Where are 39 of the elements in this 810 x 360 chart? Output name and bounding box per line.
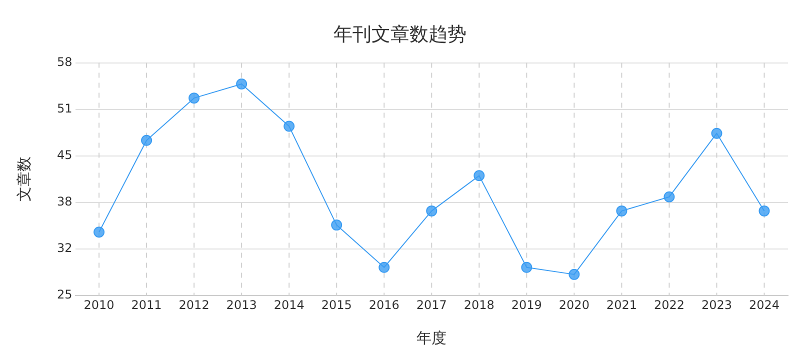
y-tick-label: 25 [56, 288, 72, 302]
y-tick-label: 32 [56, 241, 72, 256]
y-tick-label: 58 [56, 54, 72, 69]
x-tick-label: 2020 [558, 298, 590, 312]
point [474, 170, 485, 182]
point [378, 262, 390, 273]
y-axis-title: 文章数 [14, 156, 33, 202]
x-tick-label: 2015 [321, 298, 352, 312]
point [141, 134, 152, 146]
x-tick-label: 2024 [748, 298, 780, 312]
x-tick-label: 2013 [226, 298, 257, 312]
point [188, 92, 200, 104]
x-tick-label: 2011 [131, 298, 162, 312]
y-tick-label: 51 [56, 101, 72, 116]
x-tick-label: 2022 [654, 298, 684, 312]
point [711, 128, 722, 139]
x-tick-label: 2018 [464, 298, 494, 312]
x-axis-title: 年度 [416, 328, 447, 347]
x-tick-label: 2010 [84, 298, 114, 312]
point [426, 205, 438, 216]
point [521, 262, 532, 273]
y-tick-label: 38 [56, 194, 72, 209]
point [284, 120, 295, 132]
point [331, 220, 342, 231]
point [664, 191, 675, 202]
x-tick-label: 2012 [178, 298, 210, 312]
point [94, 226, 105, 238]
point [236, 78, 248, 90]
x-tick-label: 2016 [368, 298, 400, 312]
point [616, 205, 628, 216]
x-tick-label: 2014 [274, 298, 304, 312]
chart-title: 年刊文章数趋势 [334, 23, 466, 46]
x-tick-label: 2021 [606, 298, 637, 312]
point [758, 205, 770, 216]
x-tick-label: 2019 [511, 298, 542, 312]
y-tick-label: 45 [56, 148, 72, 162]
x-tick-label: 2023 [701, 298, 732, 312]
point [568, 268, 580, 280]
x-tick-label: 2017 [416, 298, 447, 312]
